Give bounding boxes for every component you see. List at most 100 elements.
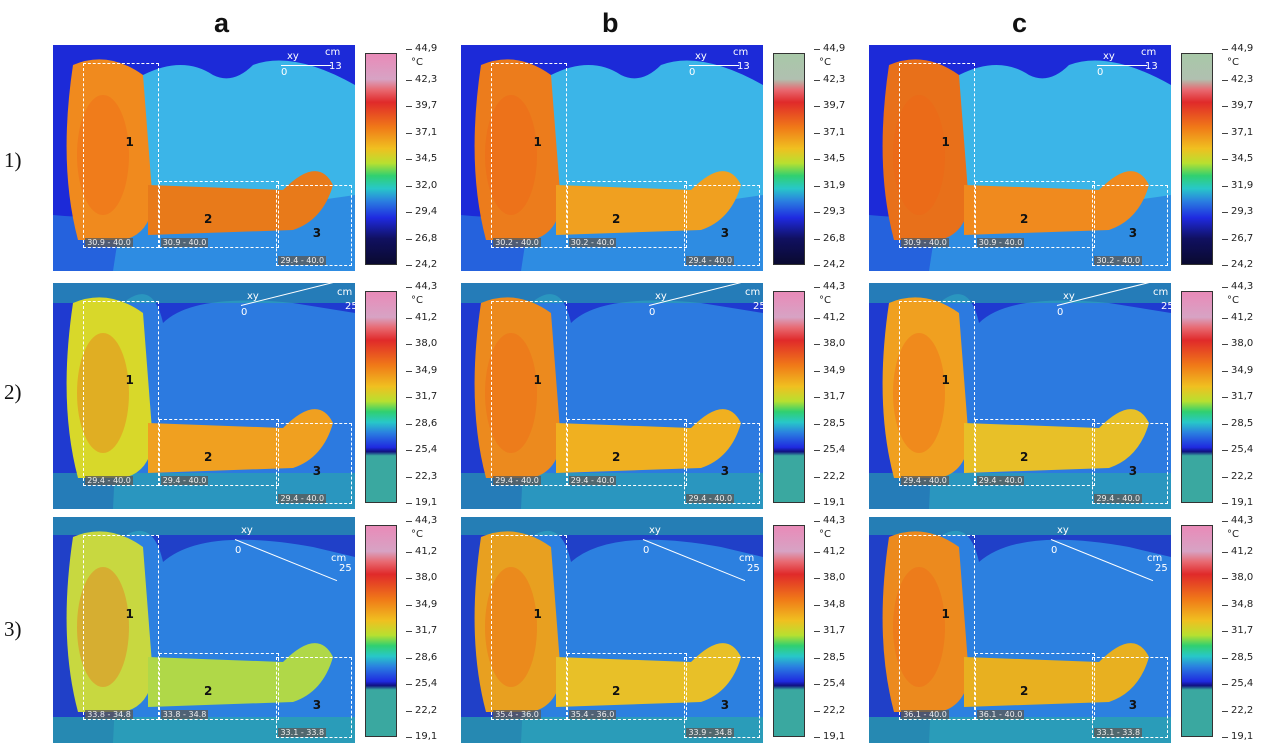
roi-temperature-range: 30.9 - 40.0 [85,238,133,248]
colorbar-tick-label: 41,2 [405,545,438,557]
colorbar-tick-label: 28,6 [405,651,438,663]
roi-box-1 [83,63,159,249]
scale-cm-label: cm [745,287,761,298]
colorbar-tick-label: 25,4 [1221,444,1254,455]
roi-temperature-range: 29.4 - 40.0 [85,476,133,486]
scale-zero-label: 0 [281,67,288,78]
colorbar-tick-label: 41,2 [813,311,846,323]
thermal-image-r3c: 1 36.1 - 40.0 2 36.1 - 40.0 3 33.1 - 33.8 xy 0 c… [869,517,1171,743]
roi-temperature-range: 29.4 - 40.0 [160,476,209,486]
scale-length-label: 13 [737,61,750,72]
colorbar-tick-label: 44,9 [1221,43,1254,54]
thermal-image-r2b: 1 29.4 - 40.0 2 29.4 - 40.0 3 29.4 - 40.0 xy 0 c… [461,283,763,509]
colorbar-tick-label: 38,0 [813,338,846,349]
scale-length-label: 25 [1161,301,1171,312]
roi-box-3 [1092,657,1168,739]
roi-number: 1 [941,607,950,622]
colorbar-tick-label: 25,4 [405,444,438,455]
roi-box-3 [1092,423,1168,505]
roi-box-2 [974,652,1096,721]
colorbar-r3c [1181,525,1213,737]
colorbar-tick-label: 28,6 [405,417,438,429]
thermal-image-r2a: 1 29.4 - 40.0 2 29.4 - 40.0 3 29.4 - 40.0 xy 0 c… [53,283,355,509]
roi-number: 1 [125,373,134,388]
scale-indicator: xy 0 cm 25 [1056,283,1171,329]
colorbar-r3a [365,525,397,737]
roi-box-2 [566,652,688,721]
colorbar-tick-label: 29,3 [1221,206,1254,217]
roi-box-2 [974,418,1096,487]
scale-xy-label: xy [247,291,259,302]
colorbar-tick-label: 41,2 [405,311,438,323]
colorbar-tick-label: 34,8 [813,598,846,610]
colorbar-tick-label: 39,7 [813,100,846,111]
scale-zero-label: 0 [1057,307,1064,318]
colorbar-tick-label: 31,7 [1221,391,1254,402]
scale-indicator: xy 0 cm 13 [689,47,763,89]
column-label-b: b [602,8,619,38]
scale-xy-label: xy [1057,525,1069,536]
colorbar-tick-label: 32,0 [405,179,438,191]
colorbar-tick-label: 34,9 [1221,364,1254,376]
colorbar-tick-label: 25,4 [405,678,438,689]
scale-indicator: xy 0 cm 13 [1097,47,1171,89]
roi-box-2 [566,418,688,487]
scale-zero-label: 0 [1097,67,1104,78]
roi-temperature-range: 29.4 - 40.0 [278,256,327,266]
colorbar-tick-label: 19,1 [813,497,846,508]
roi-number: 3 [1128,697,1138,712]
roi-temperature-range: 33.8 - 34.8 [85,710,133,720]
colorbar-unit: °C [411,57,423,68]
roi-box-1 [491,535,567,721]
colorbar-unit: °C [1227,295,1239,306]
roi-box-1 [83,535,159,721]
roi-number: 3 [720,225,730,240]
colorbar-tick-label: 31,9 [1221,179,1254,191]
scale-zero-label: 0 [1051,545,1058,556]
roi-number: 3 [720,697,730,712]
colorbar-tick-label: 26,8 [405,232,438,244]
colorbar-r3b [773,525,805,737]
colorbar-tick-label: 44,3 [1221,515,1254,526]
colorbar-tick-label: 44,9 [813,43,846,54]
colorbar-tick-label: 28,5 [1221,651,1254,663]
colorbar-tick-label: 34,9 [405,364,438,376]
colorbar-tick-label: 34,9 [405,598,438,610]
roi-temperature-range: 29.4 - 40.0 [493,476,541,486]
thermal-image-r2c: 1 29.4 - 40.0 2 29.4 - 40.0 3 29.4 - 40.0 xy 0 c… [869,283,1171,509]
colorbar-tick-label: 28,5 [813,651,846,663]
scale-cm-label: cm [325,47,341,58]
colorbar-tick-label: 38,0 [405,338,438,349]
colorbar-tick-label: 24,2 [813,259,846,270]
roi-temperature-range: 36.1 - 40.0 [976,710,1025,720]
colorbar-tick-label: 37,1 [1221,126,1254,138]
colorbar-tick-label: 26,7 [1221,232,1254,244]
colorbar-r1c [1181,53,1213,265]
column-label-a: a [214,8,230,38]
colorbar-tick-label: 29,4 [405,206,438,217]
roi-box-3 [684,657,760,739]
scale-cm-label: cm [739,553,755,564]
row-label-3: 3) [4,617,22,641]
colorbar-tick-label: 42,3 [813,73,846,85]
roi-temperature-range: 35.4 - 36.0 [568,710,617,720]
scale-indicator: xy 0 cm 25 [234,523,352,582]
scale-xy-label: xy [655,291,667,302]
colorbar-tick-label: 22,2 [813,470,846,482]
colorbar-tick-label: 22,2 [1221,470,1254,482]
colorbar-tick-label: 34,5 [1221,153,1254,164]
thermal-image-r3a: 1 33.8 - 34.8 2 33.8 - 34.8 3 33.1 - 33.8 xy 0 c… [53,517,355,743]
colorbar-tick-label: 31,7 [813,391,846,402]
colorbar-tick-label: 34,8 [1221,598,1254,610]
colorbar-tick-label: 44,3 [813,515,846,526]
roi-box-2 [158,652,280,721]
colorbar-unit: °C [1227,57,1239,68]
colorbar-unit: °C [1227,529,1239,540]
colorbar-tick-label: 19,1 [405,497,438,508]
colorbar-tick-label: 31,7 [405,625,438,636]
roi-box-1 [899,301,975,487]
colorbar-tick-label: 42,3 [405,73,438,85]
roi-number: 1 [533,135,542,150]
colorbar-tick-label: 44,3 [813,281,846,292]
colorbar-tick-label: 41,2 [1221,311,1254,323]
